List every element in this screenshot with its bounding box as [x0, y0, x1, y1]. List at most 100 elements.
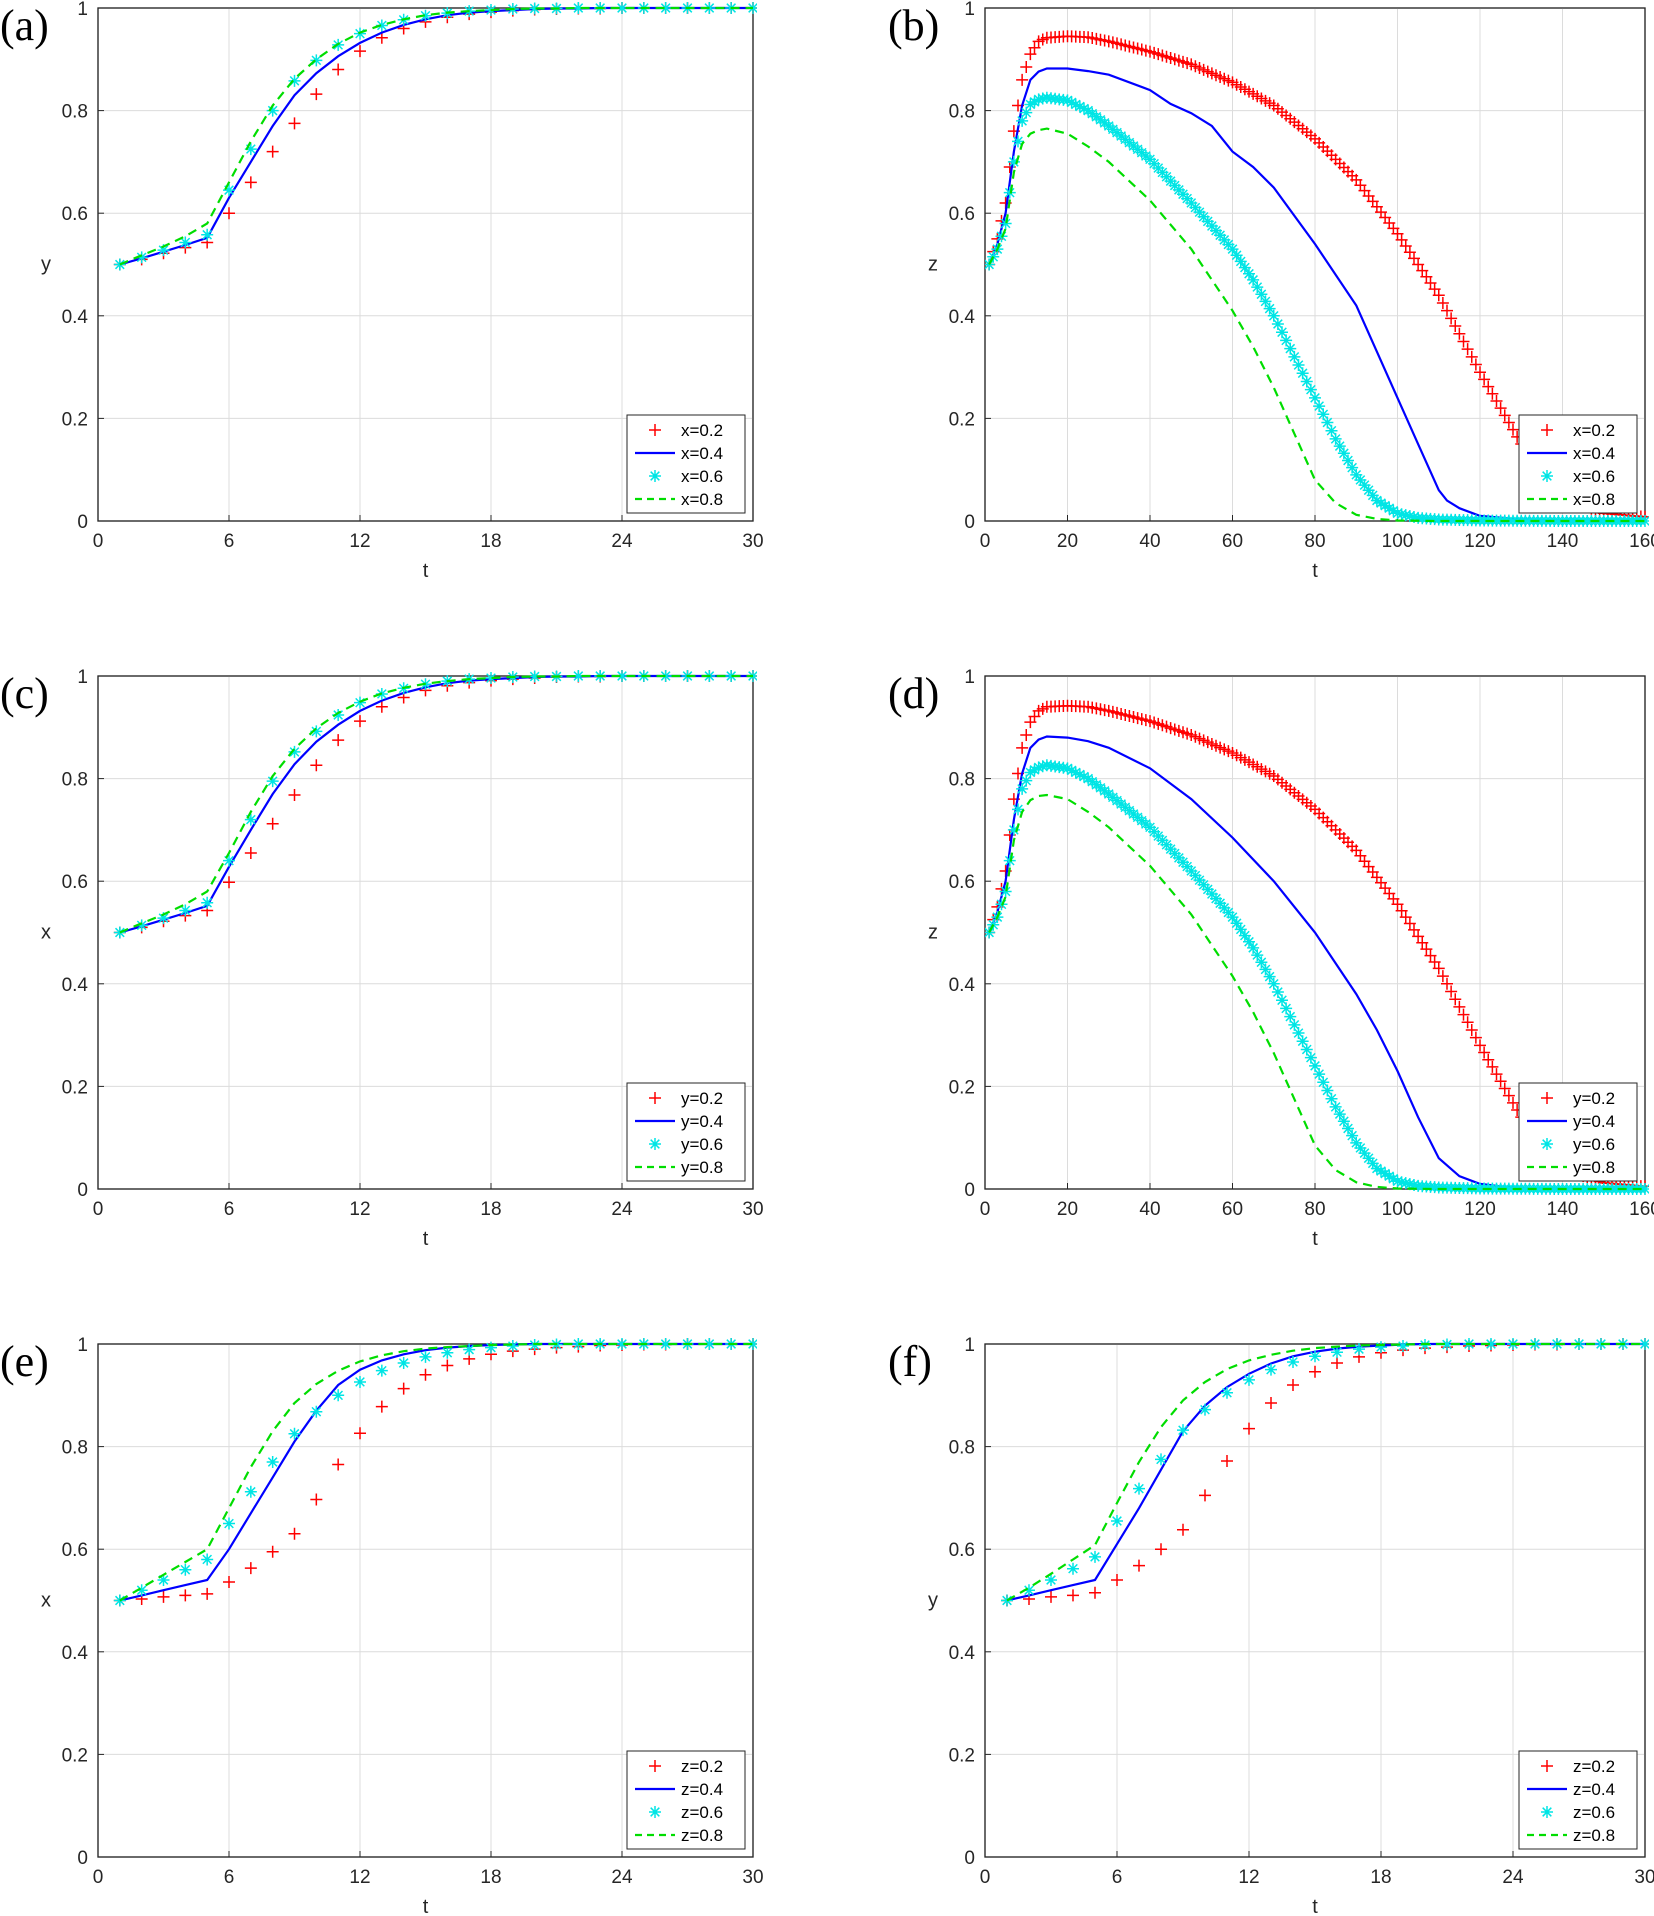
x-tick-label: 24: [1502, 1867, 1524, 1888]
y-tick-label: 0: [77, 1848, 88, 1869]
series-marker-x=0.6: [419, 9, 432, 22]
legend-swatch: [649, 1138, 661, 1150]
series-marker-y=0.6: [485, 672, 497, 685]
x-tick-label: 140: [1547, 1199, 1579, 1220]
series-marker-z=0.2: [244, 1562, 257, 1575]
legend-swatch: [1541, 1806, 1553, 1818]
legend-entry: x=0.4: [1573, 444, 1615, 463]
series-marker-y=0.2: [1016, 741, 1029, 754]
series-marker-x=0.6: [288, 74, 301, 87]
series-marker-x=0.6: [1238, 261, 1251, 274]
series-marker-z=0.2: [288, 1527, 301, 1540]
x-tick-label: 60: [1222, 531, 1243, 552]
series-marker-x=0.6: [1284, 342, 1297, 355]
y-tick-label: 0.6: [949, 204, 975, 225]
series-marker-x=0.6: [1337, 447, 1350, 460]
series-marker-y=0.2: [223, 876, 235, 889]
series-marker-y=0.6: [1366, 1157, 1379, 1170]
axes-frame: [97, 675, 754, 1190]
series-marker-y=0.2: [1020, 728, 1033, 741]
series-marker-z=0.6: [1331, 1346, 1343, 1359]
panel-label: (f): [888, 1337, 932, 1386]
y-tick-label: 0.2: [62, 1077, 88, 1098]
y-tick-label: 0: [964, 512, 975, 533]
series-marker-z=0.2: [1199, 1489, 1211, 1502]
series-marker-y=0.2: [1391, 898, 1404, 911]
series-marker-y=0.6: [1403, 1178, 1416, 1191]
legend-swatch: [649, 1760, 661, 1772]
series-marker-z=0.6: [1045, 1573, 1057, 1586]
series-marker-y=0.6: [1387, 1172, 1400, 1185]
series-marker-z=0.2: [1067, 1589, 1079, 1602]
series-marker-y=0.6: [1313, 1068, 1326, 1081]
y-axis-label: z: [928, 922, 938, 944]
series-marker-z=0.2: [157, 1590, 170, 1603]
series-marker-y=0.2: [1449, 993, 1462, 1006]
axes-frame: [97, 7, 754, 522]
legend-entry: z=0.2: [1573, 1757, 1615, 1776]
series-marker-y=0.6: [1292, 1027, 1305, 1040]
x-axis-label: t: [423, 1896, 429, 1916]
x-tick-label: 6: [224, 531, 235, 552]
series-marker-z=0.6: [506, 1340, 519, 1353]
series-marker-y=0.2: [1474, 1039, 1486, 1052]
series-marker-y=0.6: [1362, 1152, 1375, 1165]
series-marker-x=0.2: [1436, 296, 1449, 309]
series-marker-x=0.6: [1408, 510, 1420, 523]
series-marker-z=0.6: [1155, 1453, 1167, 1466]
x-tick-label: 18: [1370, 1867, 1391, 1888]
y-tick-label: 0.6: [62, 872, 88, 893]
x-tick-label: 30: [742, 1867, 763, 1888]
legend-entry: y=0.6: [1573, 1135, 1615, 1154]
series-marker-z=0.6: [419, 1350, 432, 1363]
legend-box: [1518, 414, 1638, 514]
series-marker-y=0.6: [1379, 1167, 1392, 1180]
series-marker-x=0.6: [1387, 504, 1400, 517]
series-group: [113, 670, 757, 939]
legend-swatch: [1541, 1760, 1553, 1772]
series-marker-z=0.6: [332, 1389, 345, 1402]
series-marker-x=0.6: [572, 2, 585, 14]
series-marker-x=0.2: [1441, 304, 1453, 317]
series-marker-y=0.2: [1441, 977, 1453, 990]
legend-entry: z=0.8: [681, 1826, 723, 1845]
series-marker-y=0.6: [223, 854, 235, 867]
x-tick-label: 6: [224, 1867, 235, 1888]
series-marker-z=0.6: [223, 1517, 235, 1530]
series-marker-x=0.2: [1478, 373, 1491, 386]
series-marker-x=0.6: [201, 228, 214, 241]
series-line-z=0.8: [119, 1342, 753, 1602]
series-marker-y=0.2: [1461, 1016, 1474, 1029]
axes-frame: [97, 1343, 754, 1858]
series-marker-y=0.2: [1399, 911, 1412, 924]
legend-entry: y=0.2: [1573, 1089, 1615, 1108]
series-marker-y=0.2: [1432, 962, 1445, 975]
series-marker-y=0.6: [1036, 760, 1049, 773]
legend-box: [626, 414, 746, 514]
series-marker-z=0.6: [266, 1455, 279, 1468]
series-marker-z=0.6: [463, 1343, 476, 1356]
series-marker-y=0.6: [1214, 897, 1227, 910]
series-marker-z=0.6: [288, 1427, 301, 1440]
series-marker-z=0.2: [354, 1427, 366, 1440]
legend-swatch: [649, 424, 661, 436]
series-marker-y=0.6: [1061, 762, 1074, 775]
series-marker-x=0.6: [1226, 243, 1239, 256]
legend: z=0.2 z=0.4 z=0.6 z=0.8: [626, 1750, 746, 1850]
series-marker-x=0.6: [1078, 102, 1090, 115]
series-marker-z=0.6: [441, 1346, 454, 1359]
legend-box: [1518, 1082, 1638, 1182]
series-marker-z=0.6: [1177, 1424, 1189, 1437]
series-marker-y=0.6: [1333, 1108, 1346, 1121]
x-tick-label: 0: [980, 531, 991, 552]
series-marker-y=0.2: [1416, 936, 1429, 949]
y-tick-label: 0.4: [949, 307, 976, 328]
legend-entry: z=0.8: [1573, 1826, 1615, 1845]
series-marker-x=0.6: [1230, 249, 1243, 262]
series-marker-x=0.6: [1020, 106, 1033, 119]
series-marker-x=0.6: [1321, 416, 1334, 429]
legend-entry: z=0.6: [1573, 1803, 1615, 1822]
series-marker-x=0.6: [1028, 95, 1041, 108]
panel-label: (b): [888, 1, 939, 50]
series-marker-x=0.6: [1391, 507, 1404, 520]
